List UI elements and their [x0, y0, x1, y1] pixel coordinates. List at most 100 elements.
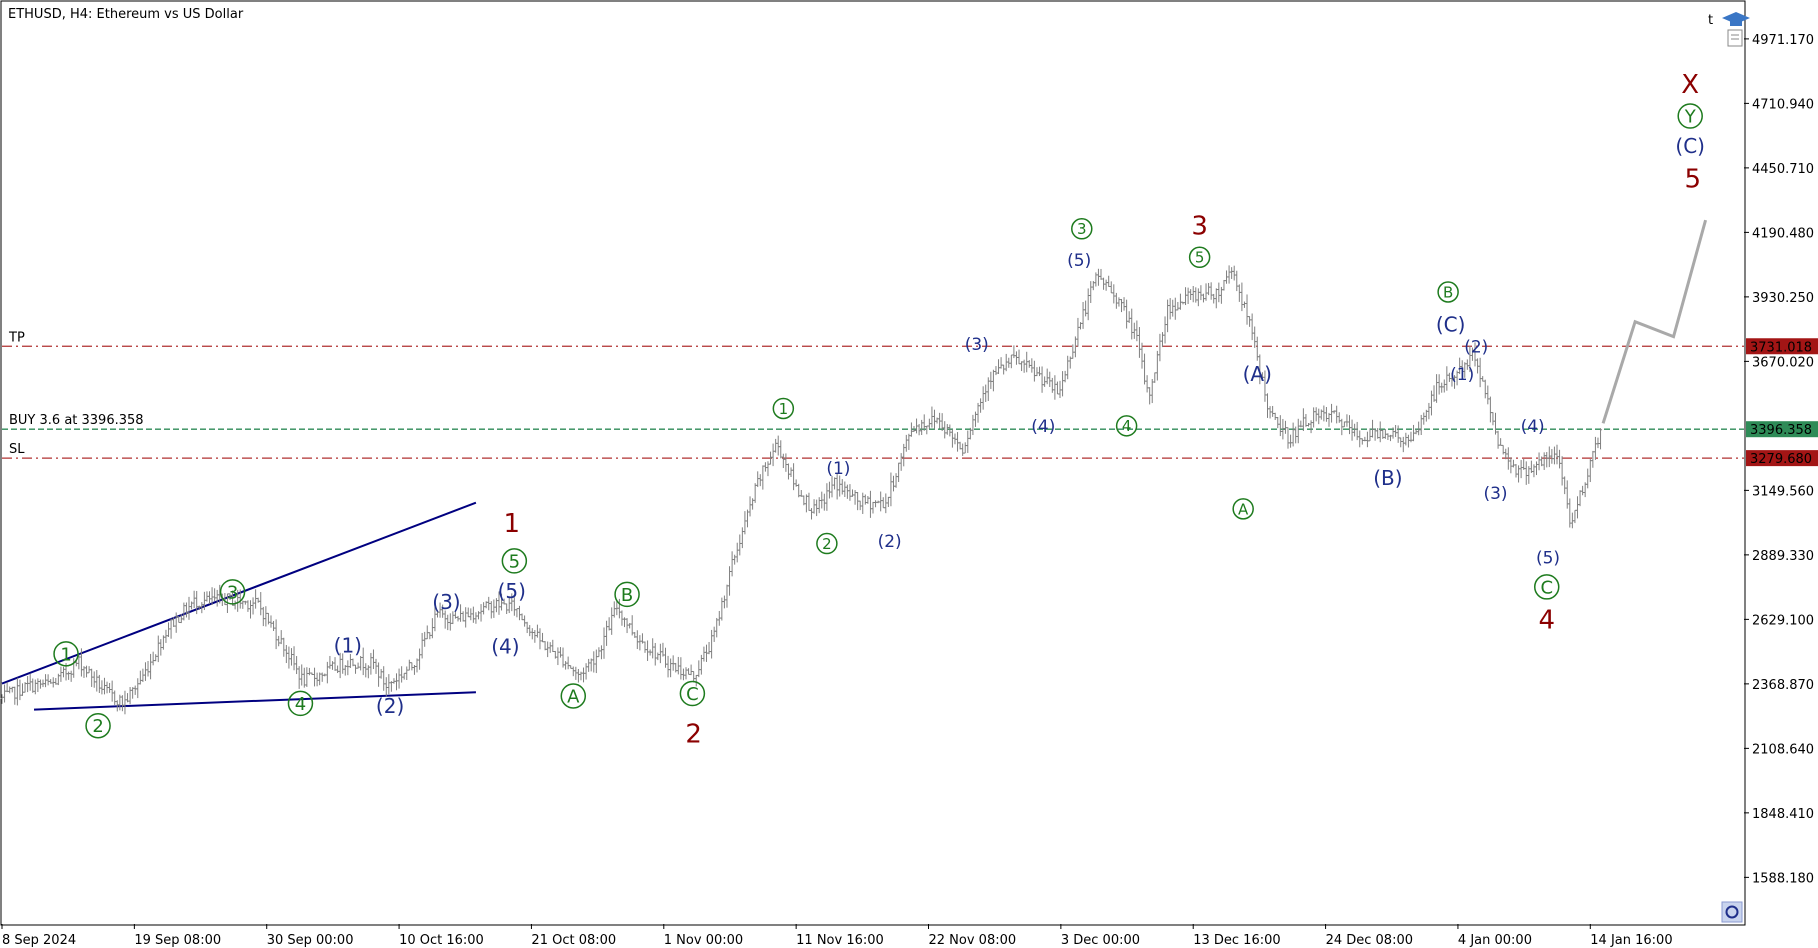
wave-label: (1) — [826, 459, 850, 479]
wave-label-circle — [1232, 498, 1254, 520]
wave-label: 2 — [816, 532, 838, 555]
wave-label: (3) — [965, 335, 989, 355]
wave-label: 4 — [1538, 606, 1555, 636]
wave-label: 1 — [53, 641, 79, 667]
wave-label: 2 — [685, 720, 702, 750]
wave-label: (C) — [1675, 134, 1705, 158]
projection-path — [1601, 219, 1708, 424]
price-tag-label: 3279.680 — [1750, 452, 1812, 467]
y-tick-label: 2629.100 — [1752, 613, 1814, 628]
wave-label: X — [1681, 70, 1699, 100]
wave-label: (5) — [498, 579, 526, 603]
clipboard-icon[interactable] — [1727, 29, 1743, 47]
x-tick-label: 14 Jan 16:00 — [1590, 933, 1672, 948]
trade-levels: TP 3731.018 BUY 3.6 at 3396.358 3396.358 SL 3… — [2, 330, 1818, 467]
wave-label-text: (C) — [1675, 134, 1705, 158]
wave-label: 1 — [504, 509, 521, 539]
y-tick-label: 2108.640 — [1752, 742, 1814, 757]
y-tick-label: 4450.710 — [1752, 162, 1814, 177]
wave-label-text: (1) — [826, 459, 850, 479]
level-label: SL — [9, 442, 25, 457]
wave-label-text: (4) — [1521, 417, 1545, 437]
level-label: BUY 3.6 at 3396.358 — [9, 413, 144, 428]
wave-label-text: 5 — [1195, 249, 1205, 267]
wave-label-text: C — [686, 684, 699, 705]
wave-label-circle — [816, 532, 838, 555]
y-tick-label: 4710.940 — [1752, 97, 1814, 112]
wave-label: C — [1533, 574, 1560, 600]
wave-label-circle — [560, 683, 587, 709]
wave-label-text: B — [621, 585, 633, 606]
wave-label-text: (2) — [1464, 338, 1488, 358]
x-tick-label: 19 Sep 08:00 — [134, 933, 221, 948]
wave-label-text: 1 — [504, 509, 521, 539]
wave-label-circle — [1533, 574, 1560, 600]
y-tick-label: 1588.180 — [1752, 871, 1814, 886]
wave-label-circle — [1188, 246, 1211, 269]
y-tick-label: 4190.480 — [1752, 226, 1814, 241]
x-tick-label: 10 Oct 16:00 — [399, 933, 484, 948]
wave-label-circle — [614, 581, 640, 608]
wave-label-text: (5) — [498, 579, 526, 603]
wave-label: (4) — [1521, 417, 1545, 437]
wave-label: C — [679, 680, 706, 707]
wave-label: A — [560, 683, 587, 709]
wave-label-circle — [1071, 218, 1093, 240]
wave-label-text: 4 — [1122, 417, 1132, 435]
wave-label: (1) — [334, 633, 362, 657]
level-label: TP — [8, 330, 25, 345]
y-tick-label: 3930.250 — [1752, 291, 1814, 306]
y-tick-label: 3670.020 — [1752, 355, 1814, 370]
wave-label-circle — [85, 712, 111, 739]
y-tick-label: 2368.870 — [1752, 678, 1814, 693]
wave-label-circle — [679, 680, 706, 707]
x-tick-label: 13 Dec 16:00 — [1193, 933, 1280, 948]
wave-label: (3) — [432, 590, 460, 614]
x-tick-label: 21 Oct 08:00 — [531, 933, 616, 948]
x-tick-label: 3 Dec 00:00 — [1061, 933, 1140, 948]
x-tick-label: 8 Sep 2024 — [2, 933, 76, 948]
academic-cap-icon[interactable] — [1722, 12, 1750, 26]
wave-label-circle — [772, 397, 795, 420]
object-list-icon[interactable] — [1721, 901, 1743, 923]
wave-label-text: A — [567, 686, 580, 707]
y-tick-label: 2889.330 — [1752, 549, 1814, 564]
price-tag-box — [1746, 450, 1818, 467]
wave-label-text: (A) — [1243, 362, 1272, 386]
wave-label: (A) — [1243, 362, 1272, 386]
wave-label-text: C — [1540, 577, 1553, 598]
wave-label: 5 — [1684, 164, 1701, 194]
wave-label-text: (5) — [1067, 251, 1091, 271]
wave-label-text: B — [1443, 283, 1453, 301]
wave-label-text: (3) — [965, 335, 989, 355]
price-tag-box — [1746, 338, 1818, 355]
wave-label-text: 2 — [822, 535, 832, 553]
wave-label: B — [1437, 281, 1459, 303]
wave-label-text: 2 — [92, 716, 103, 737]
chart-title: ETHUSD, H4: Ethereum vs US Dollar — [8, 7, 244, 22]
wedge-line — [33, 691, 476, 711]
wave-label: (C) — [1436, 312, 1466, 336]
wave-label: (B) — [1373, 466, 1402, 490]
wave-label-text: X — [1681, 70, 1699, 100]
wave-label: (5) — [1067, 251, 1091, 271]
wave-label: 3 — [1071, 218, 1093, 240]
wave-label-text: (2) — [376, 694, 404, 718]
wave-label: 5 — [1188, 246, 1211, 269]
x-tick-label: 1 Nov 00:00 — [664, 933, 743, 948]
wave-label: (3) — [1483, 484, 1507, 504]
price-tag-label: 3396.358 — [1750, 423, 1812, 438]
wave-label-text: 2 — [685, 720, 702, 750]
wave-labels: 1 2 3 4 (1) (2) (3) (4) (5) 5 1 A B C 2 1 (1) 2 (2) (3) (4) (… — [53, 70, 1705, 750]
wave-label-text: (2) — [878, 532, 902, 552]
wave-label: 5 — [501, 548, 528, 574]
wave-label-text: 5 — [1684, 164, 1701, 194]
wave-label-text: (4) — [1031, 417, 1055, 437]
wave-label: 4 — [287, 690, 314, 717]
y-tick-label: 1848.410 — [1752, 807, 1814, 822]
wave-label: (4) — [1031, 417, 1055, 437]
projection-line — [1601, 219, 1708, 424]
wave-label-circle — [1115, 415, 1138, 437]
x-tick-label: 11 Nov 16:00 — [796, 933, 884, 948]
